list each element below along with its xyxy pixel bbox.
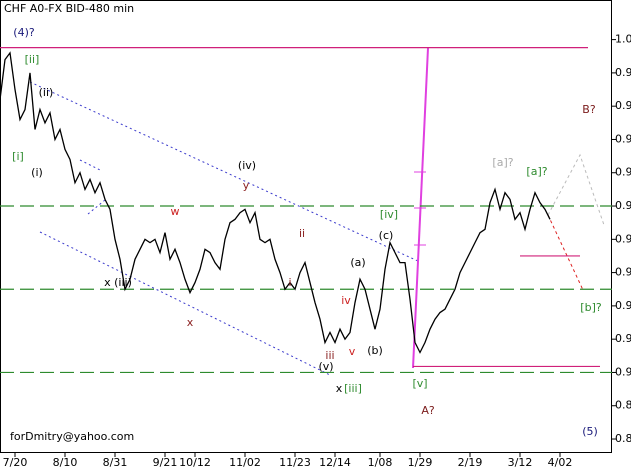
wave-label: (5) — [582, 425, 598, 438]
wave-label: [i] — [12, 150, 24, 163]
wave-label: A? — [421, 404, 435, 417]
x-tick-label: 3/12 — [508, 456, 533, 469]
projection-b — [547, 214, 584, 291]
x-tick-label: 12/14 — [319, 456, 351, 469]
wave-label: v — [349, 345, 356, 358]
y-tick-label: 1.0 — [615, 33, 631, 46]
y-tick-label: 0.92 — [615, 299, 631, 312]
x-tick-label: 4/02 — [548, 456, 573, 469]
y-tick-label: 0.89 — [615, 399, 631, 412]
x-tick-label: 2/19 — [458, 456, 483, 469]
wave-label: x — [336, 382, 343, 395]
x-tick-label: 9/21 — [153, 456, 178, 469]
y-tick-label: 0.97 — [615, 132, 631, 145]
wave-label: [a]? — [526, 165, 547, 178]
y-tick-label: 0.91 — [615, 332, 631, 345]
wave-label: iii — [325, 349, 334, 362]
y-tick-label: 0.94 — [615, 232, 631, 245]
wave-label: (4)? — [13, 26, 35, 39]
wave-label: (i) — [31, 166, 43, 179]
wave-label: [b]? — [580, 301, 602, 314]
plot-frame — [0, 0, 612, 453]
y-tick-label: 0.88 — [615, 432, 631, 445]
y-tick-label: 0.9 — [615, 365, 631, 378]
x-tick-label: 10/12 — [179, 456, 211, 469]
wave-label: [iv] — [380, 208, 398, 221]
wave-label: (v) — [318, 360, 333, 373]
x-tick-label: 8/31 — [103, 456, 128, 469]
channel-lines — [29, 81, 421, 376]
wave-label: [iii] — [344, 382, 362, 395]
y-tick-label: 0.95 — [615, 199, 631, 212]
wave-label: (iv) — [238, 159, 256, 172]
wave-a-ticks — [414, 171, 426, 246]
wave-label: iv — [341, 294, 351, 307]
x-tick-label: 11/23 — [279, 456, 311, 469]
wave-label: (c) — [379, 229, 394, 242]
wave-label: x — [187, 316, 194, 329]
credit: forDmitry@yahoo.com — [10, 430, 134, 443]
wave-label: (b) — [367, 344, 383, 357]
price-line — [0, 51, 551, 354]
wave-label: y — [243, 179, 250, 192]
wave-label: i — [288, 276, 291, 289]
chart-title: CHF A0-FX BID-480 min — [4, 2, 134, 15]
x-tick-label: 1/29 — [408, 456, 433, 469]
wave-label: x (iii) — [104, 276, 132, 289]
projection-alt — [547, 153, 605, 226]
wave-label: (a) — [350, 256, 365, 269]
wave-label: [v] — [412, 377, 427, 390]
x-tick-label: 7/20 — [3, 456, 28, 469]
x-tick-label: 1/08 — [368, 456, 393, 469]
wave-label: (ii) — [39, 86, 54, 99]
wave-label: w — [171, 205, 180, 218]
y-tick-label: 0.99 — [615, 66, 631, 79]
wave-label: [ii] — [25, 53, 40, 66]
x-tick-label: 11/02 — [229, 456, 261, 469]
wave-label: ii — [299, 227, 305, 240]
wave-label: B? — [582, 103, 596, 116]
wave-label: [a]? — [492, 156, 513, 169]
y-tick-label: 0.98 — [615, 99, 631, 112]
y-tick-label: 0.96 — [615, 166, 631, 179]
x-tick-label: 8/10 — [53, 456, 78, 469]
y-tick-label: 0.93 — [615, 266, 631, 279]
